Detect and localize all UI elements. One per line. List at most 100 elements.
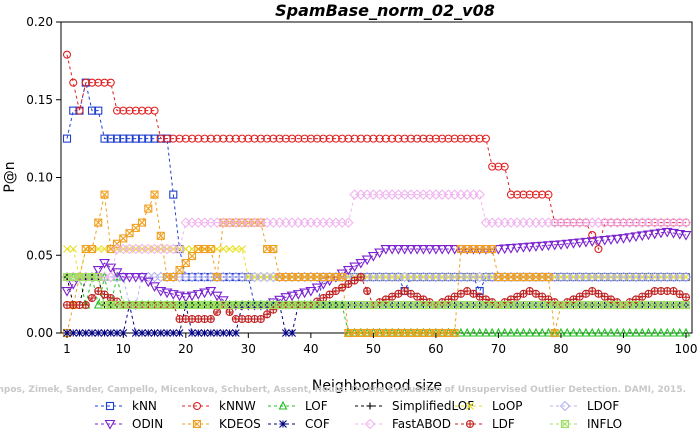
data-point-cof (231, 329, 240, 337)
data-point-ldof (680, 271, 692, 283)
data-point-lof (656, 327, 666, 337)
legend-item-simplifiedlof: SimplifiedLOF (355, 399, 474, 413)
data-point-lof (519, 327, 528, 337)
data-point-kdeos (450, 328, 459, 338)
data-point-knnw (475, 134, 484, 143)
data-point-fastabod (680, 217, 692, 228)
data-point-odin (180, 293, 192, 303)
data-point-knnw (394, 134, 403, 143)
y-axis-label: P@n (2, 161, 18, 192)
data-point-knnw (375, 134, 384, 143)
data-point-knn (194, 272, 203, 282)
data-point-kdeos (156, 231, 165, 240)
data-point-knnw (294, 134, 303, 143)
data-point-lof (475, 327, 485, 337)
x-tick-label: 80 (553, 342, 568, 356)
y-tick-label: 0.20 (26, 15, 53, 29)
data-point-odin (599, 235, 611, 246)
data-point-kdeos (144, 204, 153, 213)
x-tick-label: 60 (428, 342, 443, 356)
data-point-lof (650, 327, 660, 337)
series-line-fastabod (67, 194, 686, 278)
legend-label-knn: kNN (132, 399, 157, 413)
data-point-odin (536, 241, 548, 252)
legend-marker-fastabod (364, 418, 376, 430)
data-point-knn (150, 134, 159, 143)
data-point-knn (169, 190, 178, 199)
y-tick-label: 0.10 (26, 171, 53, 185)
data-point-lof (531, 327, 541, 337)
legend-label-ldof: LDOF (587, 399, 619, 413)
data-point-odin (217, 296, 229, 306)
data-point-odin (593, 236, 604, 247)
data-point-lof (594, 327, 603, 337)
data-point-cof (88, 329, 96, 337)
x-tick-label: 30 (241, 342, 256, 356)
series-knnw (62, 50, 691, 254)
data-point-odin (649, 229, 661, 240)
data-point-lof (637, 327, 647, 337)
data-point-lof (612, 327, 622, 337)
data-point-knnw (450, 134, 459, 143)
data-point-lof (600, 327, 610, 337)
x-tick-label: 40 (303, 342, 318, 356)
data-point-kdeos (338, 272, 347, 282)
legend-item-ldf: LDF (455, 417, 515, 431)
data-point-ldf (356, 272, 365, 282)
data-point-ldf (675, 290, 684, 299)
data-point-odin (674, 229, 686, 240)
data-point-cof (106, 329, 115, 337)
data-point-knnw (344, 134, 353, 143)
data-point-knnw (94, 78, 103, 87)
data-point-lof (487, 327, 497, 337)
data-point-odin (442, 244, 454, 255)
legend-label-inflo: INFLO (587, 417, 622, 431)
data-point-ldf (94, 286, 103, 296)
data-point-knnw (112, 106, 122, 115)
data-point-cof (213, 329, 221, 337)
data-point-odin (349, 262, 361, 273)
data-point-knnw (306, 134, 315, 143)
data-point-kdeos (94, 218, 103, 227)
data-point-knnw (494, 162, 503, 171)
data-point-odin (392, 244, 404, 255)
data-point-odin (311, 283, 323, 294)
data-point-odin (99, 258, 110, 269)
data-point-odin (430, 244, 442, 255)
legend-marker-ldf (465, 419, 475, 429)
data-point-loop (63, 245, 71, 253)
data-point-knnw (338, 134, 347, 143)
data-point-lof (631, 327, 641, 337)
data-point-odin (386, 244, 398, 255)
legend-item-knnw: kNNW (182, 399, 256, 413)
legend-label-kdeos: KDEOS (219, 417, 261, 431)
series-layer (61, 50, 692, 338)
data-point-lof (662, 327, 672, 337)
data-point-loop (181, 245, 190, 253)
data-point-lof (537, 327, 547, 337)
data-point-odin (117, 272, 129, 283)
data-point-knnw (531, 190, 540, 199)
legend-marker-kdeos (192, 419, 202, 429)
legend-item-kdeos: KDEOS (182, 417, 261, 431)
data-point-knnw (575, 218, 584, 227)
data-point-lof (575, 327, 585, 337)
data-point-loop (69, 245, 78, 253)
data-point-knnw (413, 134, 422, 143)
data-point-odin (161, 288, 173, 299)
data-point-odin (636, 231, 648, 242)
data-point-ldf (525, 286, 534, 296)
data-point-ldf (225, 307, 234, 317)
data-point-loop (238, 245, 246, 253)
x-tick-label: 20 (178, 342, 193, 356)
data-point-knnw (581, 218, 591, 227)
data-point-cof (150, 329, 159, 337)
data-point-fastabod (105, 271, 117, 283)
data-point-odin (605, 235, 617, 246)
legend: kNN kNNW LOF SimplifiedLOF LoOP LDOF ODIN KDEOS… (95, 399, 622, 431)
data-point-lof (506, 327, 516, 337)
data-point-odin (299, 288, 311, 299)
data-point-knnw (194, 134, 203, 143)
data-point-knnw (425, 134, 434, 143)
data-point-kdeos (488, 244, 497, 254)
